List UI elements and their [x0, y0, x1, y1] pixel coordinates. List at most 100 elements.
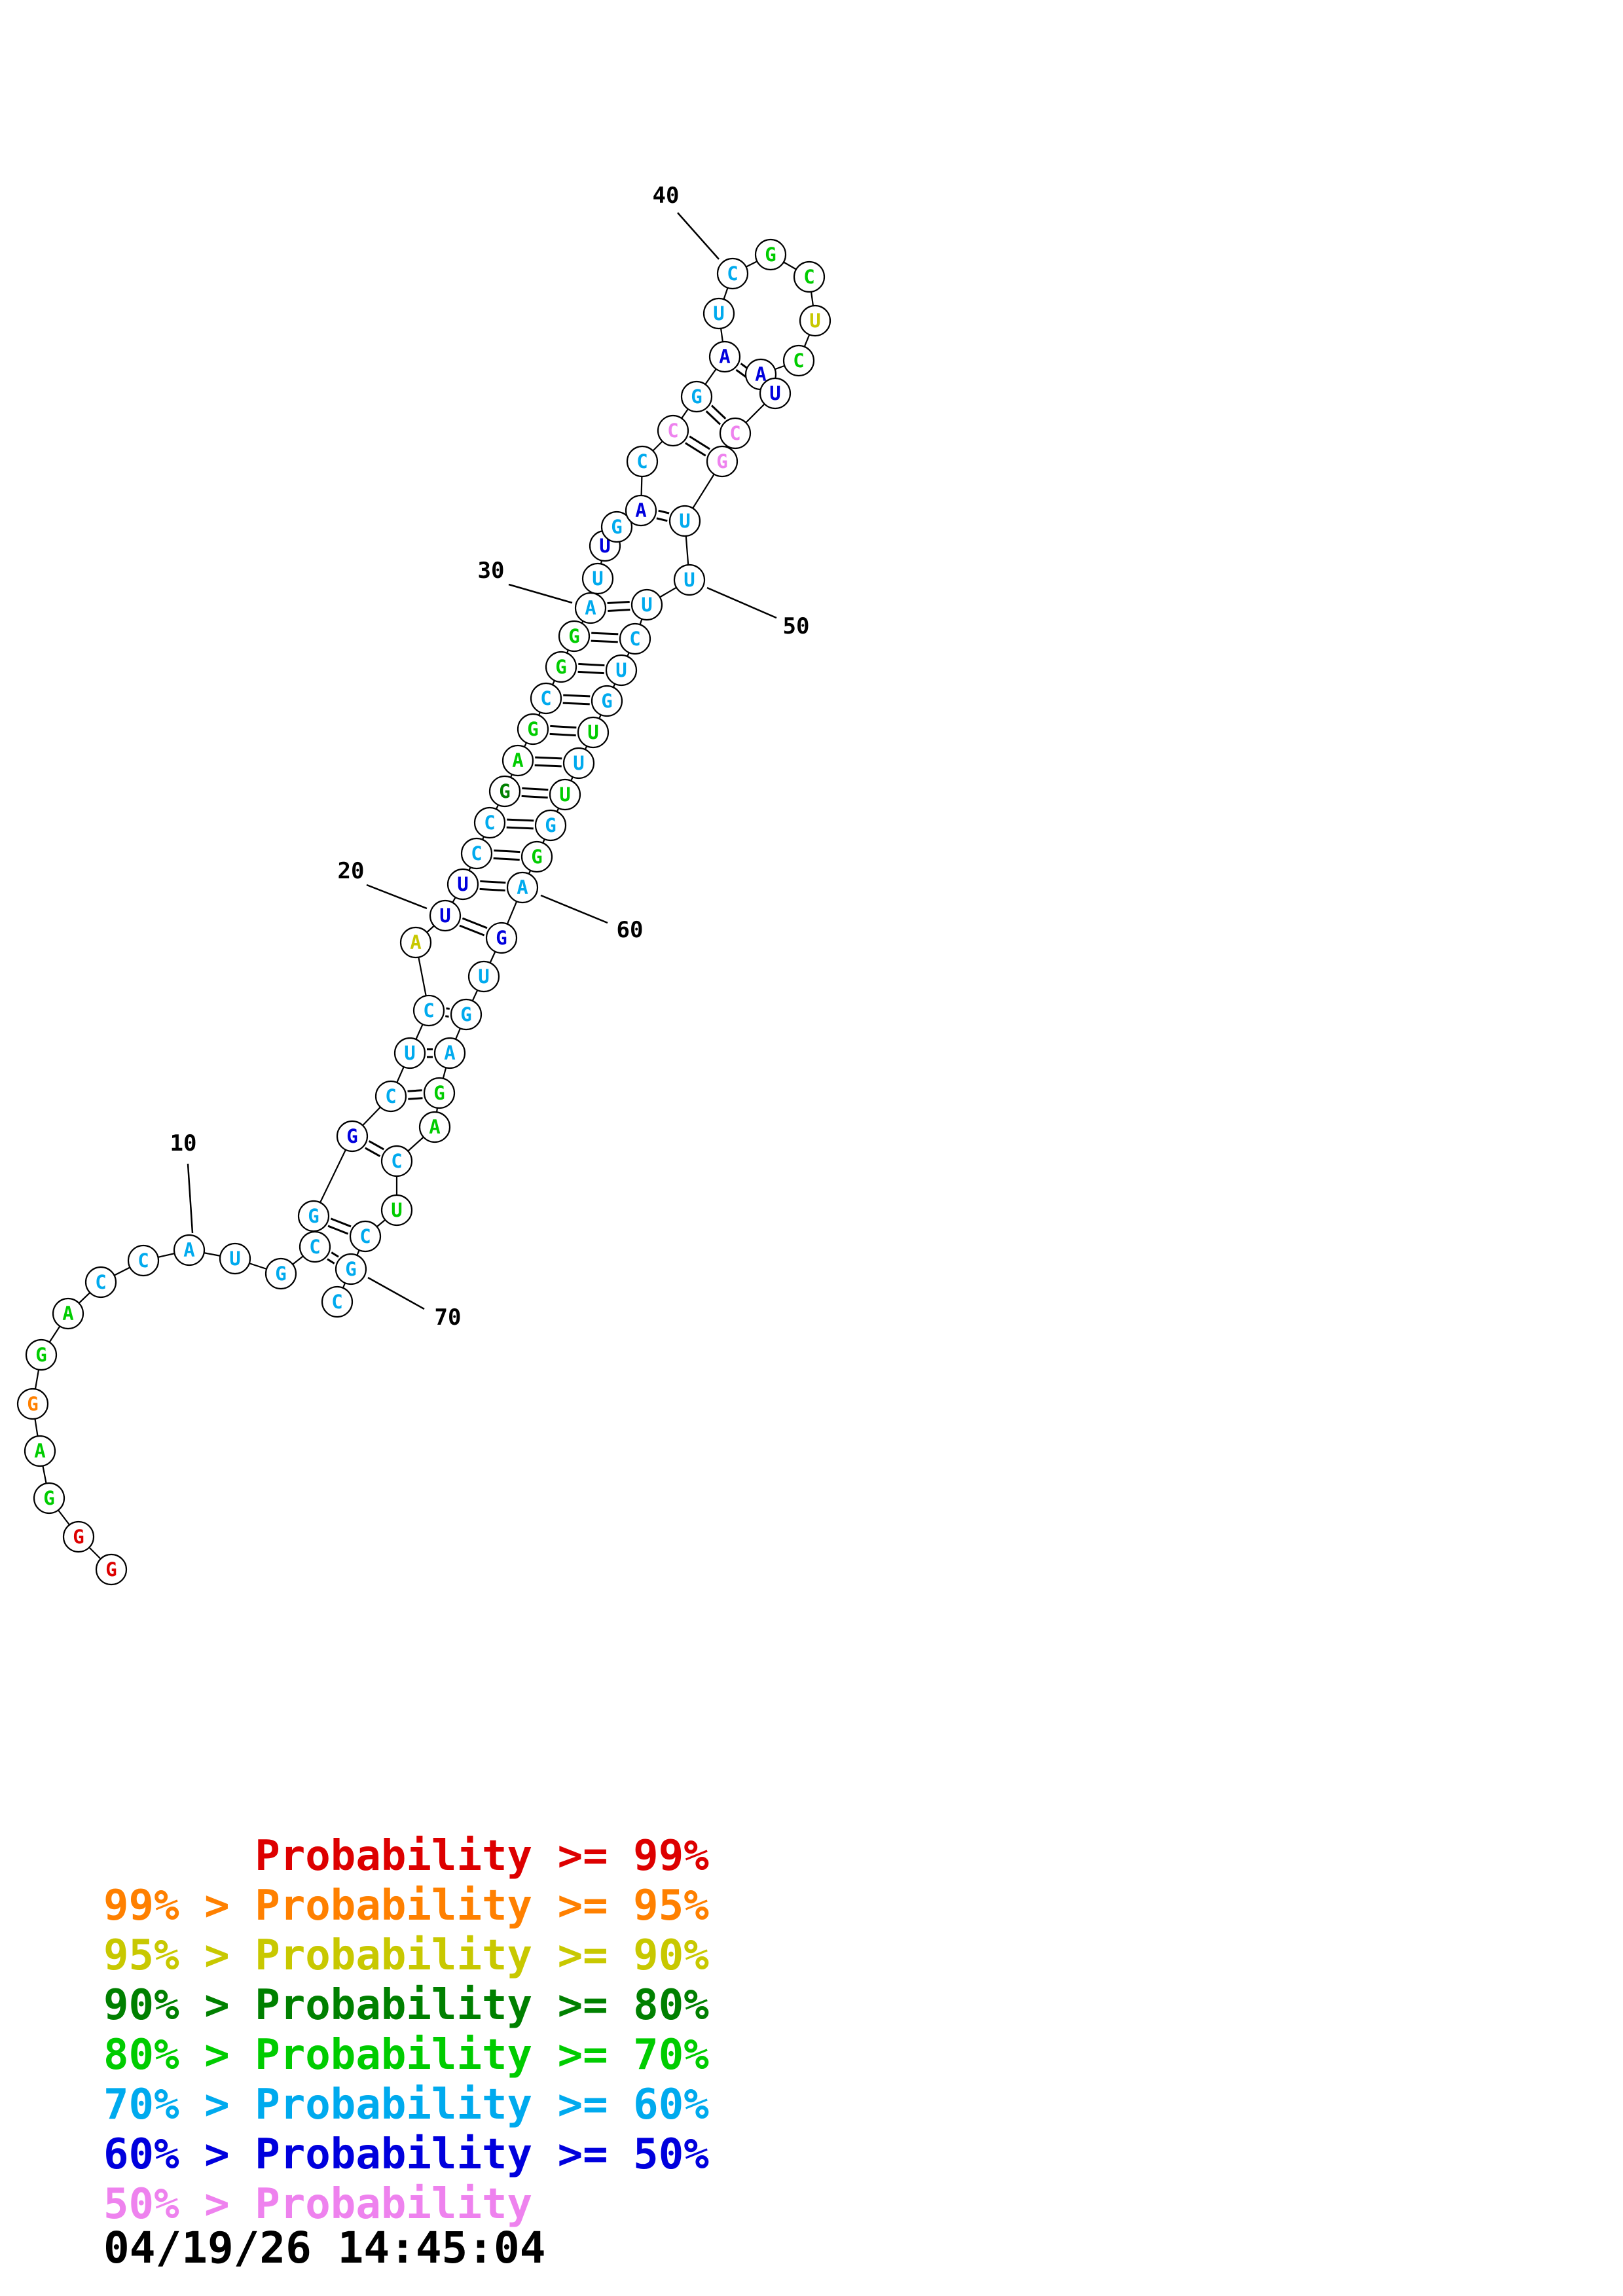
- nucleotide-circle: [517, 713, 549, 745]
- nucleotide-circle: [95, 1553, 128, 1586]
- nucleotide-circle: [399, 926, 432, 959]
- nucleotide-circle: [127, 1244, 160, 1277]
- nucleotide-base: C: [540, 687, 551, 709]
- base-pair-bond: [408, 1097, 423, 1100]
- nucleotide-circle: [25, 1338, 58, 1371]
- nucleotide-circle: [793, 260, 826, 293]
- nucleotide-base: A: [410, 931, 421, 954]
- base-pair-bond: [591, 632, 619, 636]
- nucleotide-circle: [380, 1194, 413, 1227]
- base-pair-bond: [577, 670, 604, 675]
- position-label: 10: [170, 1130, 197, 1157]
- legend-line: 60% > Probability >= 50%: [103, 2130, 709, 2179]
- nucleotide-circle: [799, 304, 831, 337]
- legend-line: Probability >= 99%: [103, 1832, 709, 1880]
- nucleotide-base: C: [331, 1291, 342, 1313]
- base-pair-bond: [710, 404, 727, 420]
- nucleotide-circle: [716, 257, 749, 290]
- base-pair-bond: [550, 725, 577, 729]
- nucleotide-base: A: [444, 1042, 455, 1064]
- nucleotide-circle: [619, 622, 651, 655]
- nucleotide-circle: [297, 1200, 330, 1232]
- nucleotide-base: G: [27, 1393, 38, 1415]
- nucleotide-base: A: [34, 1440, 45, 1462]
- nucleotide-circle: [84, 1266, 117, 1299]
- base-pair-bond: [563, 694, 591, 698]
- base-pair-bond: [689, 435, 710, 450]
- base-pair-bond: [493, 857, 520, 861]
- base-pair-bond: [562, 702, 590, 706]
- nucleotide-circle: [558, 620, 591, 653]
- nucleotide-circle: [173, 1234, 206, 1266]
- nucleotide-circle: [335, 1253, 367, 1285]
- nucleotide-circle: [450, 998, 483, 1031]
- nucleotide-base: C: [391, 1150, 402, 1172]
- legend-line: 50% > Probability: [103, 2180, 533, 2229]
- legend-line: 99% > Probability >= 95%: [103, 1882, 709, 1930]
- base-pair-bond: [608, 609, 630, 612]
- nucleotide-base: G: [433, 1082, 445, 1104]
- nucleotide-circle: [16, 1388, 49, 1420]
- nucleotide-circle: [412, 994, 445, 1027]
- nucleotide-base: C: [667, 420, 678, 442]
- nucleotide-circle: [336, 1120, 369, 1153]
- position-label-line: [540, 894, 608, 924]
- nucleotide-base: C: [95, 1271, 106, 1293]
- base-pair-bond: [506, 826, 534, 830]
- nucleotide-base: U: [587, 721, 598, 744]
- nucleotide-circle: [460, 837, 493, 870]
- base-pair-bond: [459, 924, 485, 937]
- legend-line: 90% > Probability >= 80%: [103, 1981, 709, 2030]
- nucleotide-base: A: [183, 1239, 194, 1261]
- nucleotide-circle: [680, 380, 713, 413]
- nucleotide-base: G: [691, 386, 702, 408]
- legend-line: 80% > Probability >= 70%: [103, 2031, 709, 2079]
- nucleotide-base: G: [765, 243, 776, 266]
- nucleotide-circle: [626, 445, 659, 478]
- nucleotide-base: U: [615, 659, 627, 681]
- nucleotide-circle: [625, 494, 657, 527]
- base-pair-bond: [534, 764, 562, 768]
- nucleotide-circle: [581, 562, 614, 595]
- nucleotide-base: C: [727, 262, 738, 285]
- nucleotide-base: A: [62, 1302, 73, 1325]
- nucleotide-base: G: [35, 1344, 46, 1366]
- nucleotide-base: G: [531, 846, 542, 868]
- nucleotide-circle: [321, 1285, 354, 1318]
- nucleotide-circle: [630, 588, 663, 621]
- nucleotide-base: U: [599, 535, 610, 557]
- probability-legend: Probability >= 99% 99% > Probability >= 9…: [103, 1831, 709, 2229]
- nucleotide-base: C: [636, 450, 647, 473]
- nucleotide-base: C: [423, 999, 434, 1022]
- base-pair-bond: [327, 1225, 349, 1235]
- legend-line: 70% > Probability >= 60%: [103, 2081, 709, 2129]
- nucleotide-base: C: [629, 628, 640, 650]
- position-label: 20: [338, 858, 365, 884]
- nucleotide-base: U: [713, 302, 724, 325]
- base-pair-bond: [578, 662, 605, 667]
- nucleotide-base: G: [611, 516, 622, 538]
- nucleotide-base: G: [499, 780, 510, 802]
- nucleotide-base: C: [793, 350, 804, 372]
- nucleotide-base: G: [73, 1526, 84, 1548]
- base-pair-bond: [507, 818, 534, 822]
- nucleotide-circle: [708, 340, 741, 373]
- base-pair-bond: [445, 1015, 449, 1018]
- position-label: 50: [783, 613, 810, 639]
- nucleotide-circle: [62, 1520, 95, 1553]
- nucleotide-base: G: [460, 1003, 471, 1026]
- nucleotide-base: G: [716, 450, 727, 473]
- nucleotide-circle: [668, 505, 701, 537]
- nucleotide-circle: [754, 238, 787, 271]
- base-pair-bond: [656, 517, 668, 522]
- nucleotide-circle: [24, 1435, 56, 1467]
- nucleotide-circle: [219, 1242, 251, 1275]
- nucleotide-base: G: [568, 625, 579, 647]
- nucleotide-base: A: [517, 876, 528, 899]
- nucleotide-base: U: [404, 1042, 415, 1064]
- nucleotide-base: U: [809, 310, 820, 332]
- nucleotide-circle: [545, 651, 577, 683]
- base-pair-bond: [479, 888, 505, 892]
